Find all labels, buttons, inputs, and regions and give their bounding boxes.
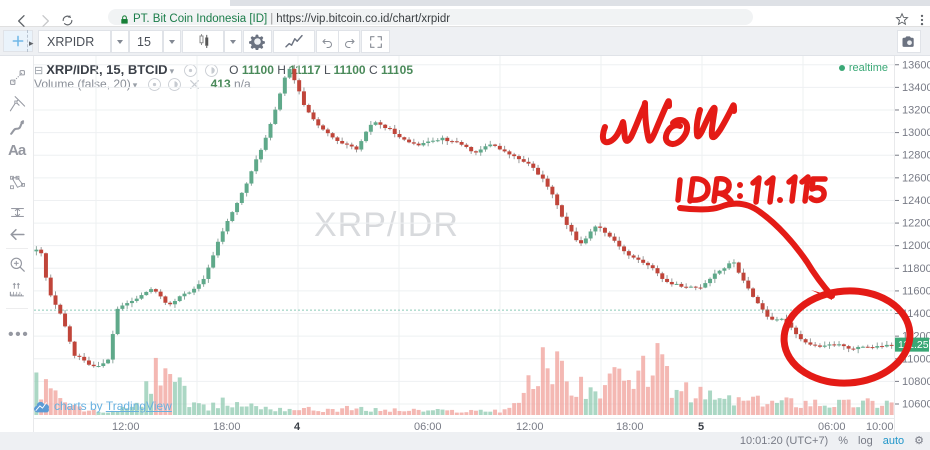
- svg-text:12600: 12600: [902, 172, 930, 184]
- svg-text:11400: 11400: [902, 308, 930, 320]
- svg-text:11800: 11800: [902, 263, 930, 275]
- svg-text:12400: 12400: [902, 195, 930, 207]
- svg-text:13600: 13600: [902, 59, 930, 71]
- svg-text:13400: 13400: [902, 82, 930, 94]
- svg-text:12800: 12800: [902, 150, 930, 162]
- svg-text:12200: 12200: [902, 218, 930, 230]
- svg-text:13200: 13200: [902, 104, 930, 116]
- svg-text:111.25: 111.25: [898, 339, 929, 351]
- svg-text:13000: 13000: [902, 127, 930, 139]
- svg-text:11000: 11000: [902, 353, 930, 365]
- svg-text:10800: 10800: [902, 376, 930, 388]
- svg-text:12000: 12000: [902, 240, 930, 252]
- svg-text:11600: 11600: [902, 285, 930, 297]
